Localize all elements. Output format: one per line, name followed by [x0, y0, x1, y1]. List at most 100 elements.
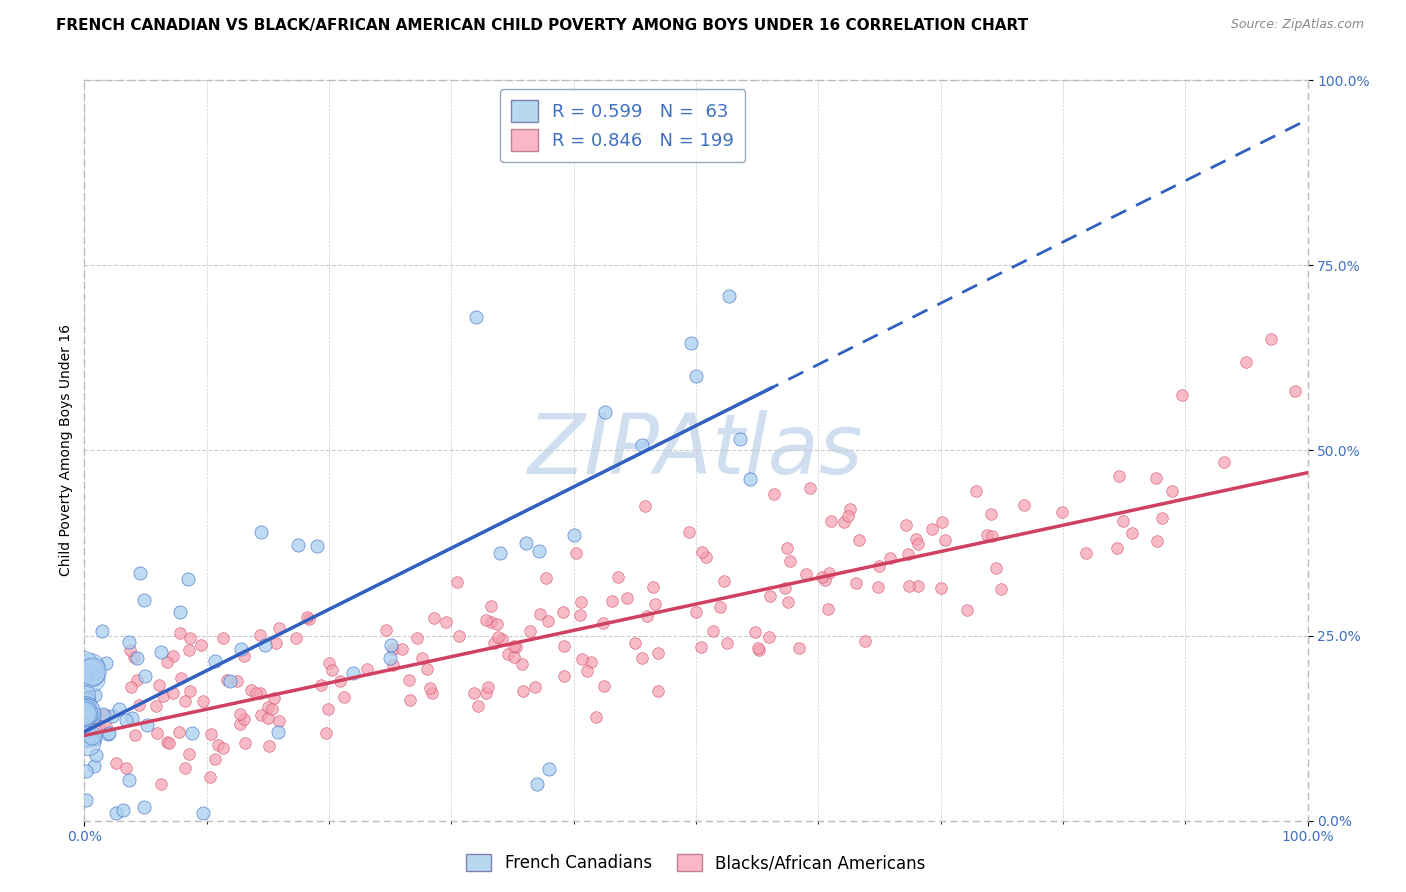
- Point: [534, 571, 557, 585]
- Point: [75, 665, 97, 679]
- Point: [84, 688, 107, 702]
- Point: [73, 706, 96, 721]
- Point: [82, 673, 104, 687]
- Point: [267, 725, 290, 739]
- Point: [592, 615, 614, 630]
- Point: [77, 730, 100, 744]
- Point: [149, 776, 172, 791]
- Point: [204, 752, 226, 766]
- Point: [233, 648, 256, 663]
- Point: [177, 572, 200, 586]
- Point: [773, 582, 796, 596]
- Point: [254, 638, 277, 652]
- Point: [174, 761, 197, 775]
- Point: [75, 688, 97, 702]
- Point: [91, 708, 114, 723]
- Point: [956, 603, 979, 617]
- Point: [249, 628, 271, 642]
- Point: [96, 656, 118, 670]
- Point: [83, 710, 105, 724]
- Point: [342, 665, 364, 680]
- Point: [157, 736, 180, 750]
- Point: [316, 702, 339, 716]
- Point: [108, 702, 131, 716]
- Point: [980, 508, 1002, 522]
- Point: [76, 713, 98, 727]
- Point: [80, 708, 103, 723]
- Point: [83, 759, 105, 773]
- Point: [381, 641, 404, 656]
- Point: [467, 699, 489, 714]
- Point: [89, 719, 111, 733]
- Point: [73, 701, 96, 715]
- Point: [496, 647, 519, 661]
- Point: [100, 709, 122, 723]
- Point: [907, 579, 929, 593]
- Point: [84, 731, 107, 746]
- Point: [145, 726, 167, 740]
- Point: [267, 621, 290, 635]
- Point: [1012, 498, 1035, 512]
- Point: [75, 702, 97, 716]
- Point: [990, 582, 1012, 596]
- Point: [1150, 511, 1173, 525]
- Point: [929, 581, 952, 595]
- Point: [256, 700, 278, 714]
- Point: [799, 481, 821, 495]
- Point: [263, 691, 285, 706]
- Point: [87, 666, 110, 681]
- Point: [73, 671, 96, 685]
- Point: [647, 646, 669, 660]
- Point: [180, 726, 202, 740]
- Point: [981, 529, 1004, 543]
- Point: [249, 685, 271, 699]
- Point: [678, 524, 700, 539]
- Point: [1112, 514, 1135, 528]
- Point: [305, 540, 328, 554]
- Point: [934, 533, 956, 548]
- Point: [91, 624, 114, 638]
- Point: [82, 729, 104, 743]
- Point: [1144, 471, 1167, 485]
- Point: [931, 515, 953, 529]
- Point: [730, 433, 752, 447]
- Point: [716, 636, 738, 650]
- Point: [630, 651, 652, 665]
- Point: [380, 638, 402, 652]
- Point: [1284, 384, 1306, 399]
- Point: [284, 632, 307, 646]
- Point: [420, 686, 443, 700]
- Point: [636, 608, 658, 623]
- Point: [575, 665, 598, 679]
- Point: [127, 673, 149, 688]
- Point: [229, 706, 252, 721]
- Point: [297, 612, 319, 626]
- Point: [1260, 332, 1282, 346]
- Point: [606, 570, 628, 584]
- Point: [553, 669, 575, 683]
- Point: [463, 686, 485, 700]
- Point: [647, 683, 669, 698]
- Point: [77, 736, 100, 750]
- Point: [832, 515, 855, 529]
- Point: [80, 660, 103, 674]
- Point: [118, 772, 141, 787]
- Point: [434, 615, 457, 630]
- Point: [505, 640, 527, 654]
- Point: [717, 289, 740, 303]
- Point: [356, 662, 378, 676]
- Point: [235, 736, 257, 750]
- Point: [75, 692, 97, 706]
- Point: [120, 680, 142, 694]
- Point: [848, 533, 870, 547]
- Point: [512, 684, 534, 698]
- Point: [481, 599, 503, 614]
- Point: [634, 499, 657, 513]
- Point: [309, 678, 332, 692]
- Point: [191, 694, 214, 708]
- Point: [118, 635, 141, 649]
- Point: [75, 706, 97, 720]
- Point: [156, 655, 179, 669]
- Point: [585, 710, 607, 724]
- Point: [692, 545, 714, 559]
